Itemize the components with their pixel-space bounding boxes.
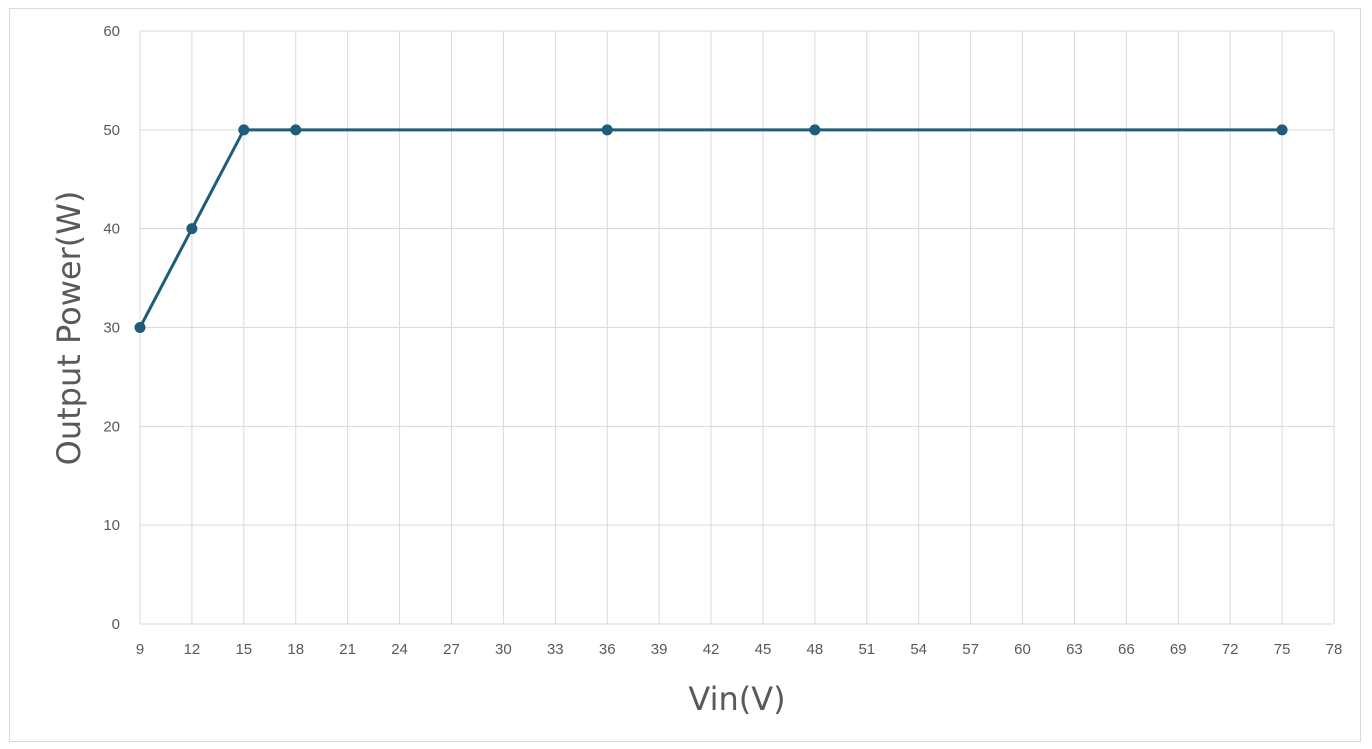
x-tick-label: 12 bbox=[184, 641, 201, 658]
x-tick-label: 72 bbox=[1222, 641, 1239, 658]
y-axis-title: Output Power(W) bbox=[50, 191, 88, 466]
data-point bbox=[1276, 124, 1288, 136]
x-tick-label: 39 bbox=[651, 641, 668, 658]
data-point bbox=[134, 322, 146, 333]
x-tick-label: 18 bbox=[287, 641, 304, 658]
x-tick-label: 24 bbox=[391, 641, 408, 658]
data-point bbox=[809, 124, 821, 136]
x-tick-label: 42 bbox=[703, 641, 720, 658]
y-tick-label: 0 bbox=[112, 616, 120, 633]
x-tick-label: 75 bbox=[1274, 641, 1291, 658]
data-point bbox=[186, 223, 198, 235]
data-point bbox=[601, 124, 613, 136]
grid-lines bbox=[139, 30, 1335, 625]
x-tick-label: 66 bbox=[1118, 641, 1135, 658]
x-tick-label: 36 bbox=[599, 641, 616, 658]
x-tick-label: 15 bbox=[235, 641, 252, 658]
x-tick-label: 48 bbox=[807, 641, 824, 658]
x-tick-label: 69 bbox=[1170, 641, 1187, 658]
x-tick-label: 27 bbox=[443, 641, 460, 658]
x-tick-label: 60 bbox=[1014, 641, 1031, 658]
data-point bbox=[290, 124, 302, 136]
y-tick-label: 40 bbox=[103, 221, 120, 238]
series-layer bbox=[134, 124, 1288, 333]
y-tick-labels: 0 10 20 30 40 50 60 bbox=[103, 23, 120, 633]
data-point bbox=[238, 124, 250, 136]
x-tick-label: 78 bbox=[1326, 641, 1343, 658]
y-tick-label: 50 bbox=[103, 122, 120, 139]
x-tick-label: 21 bbox=[339, 641, 356, 658]
x-tick-label: 57 bbox=[962, 641, 979, 658]
x-tick-label: 63 bbox=[1066, 641, 1083, 658]
y-tick-label: 60 bbox=[103, 23, 120, 40]
y-tick-label: 20 bbox=[103, 418, 120, 435]
x-tick-label: 9 bbox=[136, 641, 144, 658]
x-tick-label: 51 bbox=[858, 641, 875, 658]
y-tick-label: 30 bbox=[103, 320, 120, 337]
x-tick-labels: 9 12 15 18 21 24 27 30 33 36 39 42 45 48 51 54 57 60 63 66 6… bbox=[136, 641, 1343, 658]
x-tick-label: 54 bbox=[910, 641, 927, 658]
x-tick-label: 45 bbox=[755, 641, 772, 658]
y-tick-label: 10 bbox=[103, 517, 120, 534]
x-axis-title: Vin(V) bbox=[688, 680, 785, 718]
x-tick-label: 30 bbox=[495, 641, 512, 658]
x-tick-label: 33 bbox=[547, 641, 564, 658]
